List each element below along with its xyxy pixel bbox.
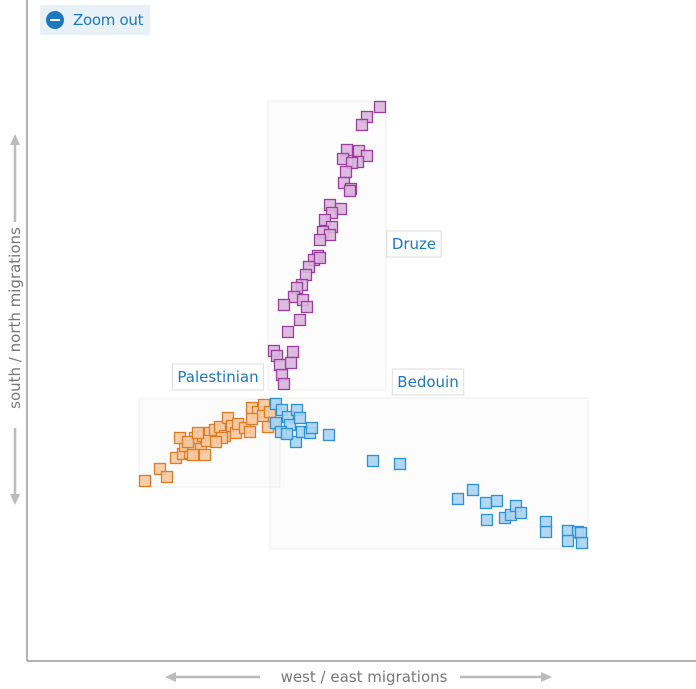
- bedouin-point[interactable]: [280, 427, 294, 441]
- x-axis-title: west / east migrations: [281, 668, 448, 686]
- bedouin-group-label: Bedouin: [397, 373, 458, 391]
- bedouin-point[interactable]: [293, 411, 307, 425]
- druze-point[interactable]: [277, 298, 291, 312]
- druze-point[interactable]: [281, 325, 295, 339]
- x-arrow-left-head: [165, 672, 176, 682]
- y-axis-title: south / north migrations: [6, 227, 24, 409]
- palestinian-point[interactable]: [160, 470, 174, 484]
- zoom-out-label: Zoom out: [73, 11, 144, 29]
- palestinian-point[interactable]: [186, 448, 200, 462]
- druze-point[interactable]: [293, 313, 307, 327]
- druze-point[interactable]: [355, 118, 369, 132]
- palestinian-group-label: Palestinian: [177, 368, 258, 386]
- druze-group-label: Druze: [392, 235, 436, 253]
- bedouin-point[interactable]: [366, 454, 380, 468]
- druze-point[interactable]: [313, 251, 327, 265]
- palestinian-point[interactable]: [153, 462, 167, 476]
- druze-point[interactable]: [286, 345, 300, 359]
- bedouin-point[interactable]: [561, 534, 575, 548]
- bedouin-point[interactable]: [305, 421, 319, 435]
- palestinian-point[interactable]: [181, 435, 195, 449]
- y-arrow-up-head: [10, 134, 20, 145]
- druze-point[interactable]: [277, 377, 291, 391]
- palestinian-point[interactable]: [191, 426, 205, 440]
- druze-point[interactable]: [373, 100, 387, 114]
- minus-circle-icon: [46, 11, 64, 29]
- palestinian-point[interactable]: [138, 474, 152, 488]
- druze-point[interactable]: [318, 213, 332, 227]
- axes: [26, 0, 696, 662]
- bedouin-point[interactable]: [490, 494, 504, 508]
- bedouin-point[interactable]: [479, 496, 493, 510]
- x-arrow-right-head: [541, 672, 552, 682]
- bedouin-point[interactable]: [539, 525, 553, 539]
- druze-point[interactable]: [343, 184, 357, 198]
- druze-point[interactable]: [325, 206, 339, 220]
- druze-label-box: [386, 230, 442, 258]
- palestinian-group-box: [138, 398, 281, 488]
- palestinian-point[interactable]: [209, 435, 223, 449]
- druze-point[interactable]: [300, 300, 314, 314]
- bedouin-point[interactable]: [561, 524, 575, 538]
- bedouin-group-box: [269, 397, 589, 550]
- bedouin-point[interactable]: [393, 457, 407, 471]
- bedouin-point[interactable]: [466, 483, 480, 497]
- druze-group-box: [267, 100, 387, 391]
- zoom-out-button[interactable]: Zoom out: [40, 5, 150, 35]
- druze-point[interactable]: [339, 165, 353, 179]
- palestinian-point[interactable]: [198, 448, 212, 462]
- palestinian-point[interactable]: [245, 412, 259, 426]
- bedouin-label-box: [391, 368, 465, 396]
- druze-point[interactable]: [313, 233, 327, 247]
- bedouin-point[interactable]: [575, 536, 589, 550]
- axis-arrows: [10, 134, 552, 682]
- bedouin-point[interactable]: [322, 428, 336, 442]
- palestinian-point[interactable]: [243, 425, 257, 439]
- bedouin-point[interactable]: [539, 515, 553, 529]
- druze-point[interactable]: [284, 356, 298, 370]
- group-bounding-boxes: [138, 100, 589, 550]
- bedouin-point[interactable]: [574, 526, 588, 540]
- palestinian-label-box: [171, 363, 265, 391]
- bedouin-point[interactable]: [480, 513, 494, 527]
- data-points: [138, 100, 589, 550]
- bedouin-point[interactable]: [514, 506, 528, 520]
- bedouin-point[interactable]: [451, 492, 465, 506]
- y-arrow-down-head: [10, 494, 20, 505]
- group-labels: Druze Palestinian Bedouin: [171, 230, 465, 396]
